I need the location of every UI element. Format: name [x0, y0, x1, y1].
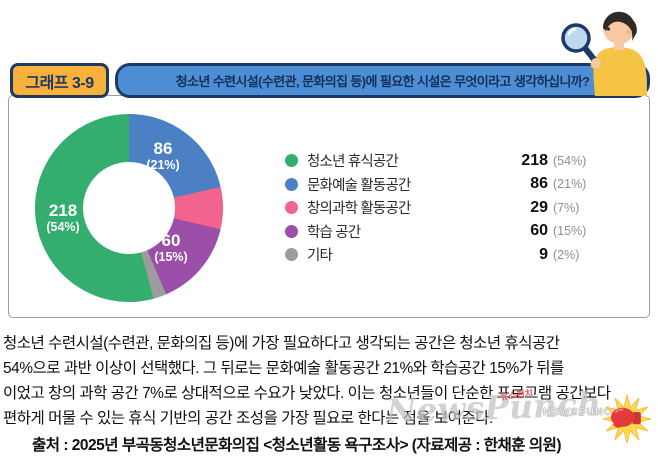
legend-dot-purple [285, 224, 298, 238]
slice-percent: (21%) [146, 158, 180, 172]
legend-row: 창의과학 활동공간 29 (7%) [285, 196, 599, 220]
legend-label: 문화예술 활동공간 [307, 177, 411, 194]
person-with-magnifying-glass-illustration [561, 11, 647, 96]
ear-shape [626, 29, 632, 35]
lens-highlight [567, 27, 577, 36]
legend-value: 86 [530, 175, 548, 193]
summary-paragraph: 청소년 수련시설(수련관, 문화의집 등)에 가장 필요하다고 생각되는 공간은… [3, 331, 656, 431]
slice-percent: (15%) [154, 250, 188, 264]
newspunch-logo-text: NEWSPUNCH [543, 406, 621, 419]
torso-shape [593, 47, 647, 96]
legend-row: 문화예술 활동공간 86 (21%) [285, 173, 599, 197]
legend-row: 청소년 휴식공간 218 (54%) [285, 149, 599, 173]
punch-fist-icon [602, 394, 652, 444]
summary-line: 54%으로 과반 이상이 선택했다. 그 뒤로는 문화예술 활동공간 21%와 … [3, 360, 564, 377]
legend-percent: (2%) [553, 247, 580, 262]
chart-panel: 218 (54%) 86 (21%) 60 (15%) 청소년 휴식공간 218… [8, 95, 650, 318]
hair-shape [602, 11, 637, 41]
legend-value: 60 [530, 222, 548, 240]
glove-shine [614, 408, 624, 413]
legend-dot-blue [285, 177, 298, 191]
legend-percent: (21%) [553, 177, 587, 192]
legend-label: 기타 [307, 248, 333, 265]
legend-label: 청소년 휴식공간 [307, 154, 399, 171]
slice-percent: (54%) [46, 220, 80, 234]
slice-label-culture-arts: 86 (21%) [123, 139, 203, 173]
summary-line: 이었고 창의 과학 공간 7%로 상대적으로 수요가 낮았다. 이는 청소년들이… [3, 385, 611, 402]
donut-chart: 218 (54%) 86 (21%) 60 (15%) [35, 114, 223, 302]
hand-shape [591, 58, 601, 68]
legend-dot-gray [285, 248, 298, 262]
legend-label: 학습 공간 [307, 224, 361, 241]
donut-hole [83, 162, 175, 254]
chart-title: 청소년 수련시설(수련관, 문화의집 등)에 필요한 시설은 무엇이라고 생각하… [115, 63, 650, 98]
legend-row: 학습 공간 60 (15%) [285, 220, 599, 244]
legend-dot-pink [285, 201, 298, 215]
legend-value: 29 [530, 198, 548, 216]
legend-label: 창의과학 활동공간 [307, 201, 411, 218]
chart-header: 그래프 3-9 청소년 수련시설(수련관, 문화의집 등)에 필요한 시설은 무… [10, 63, 650, 98]
glove-wrist-shape [632, 412, 641, 425]
glove-thumb-shape [613, 420, 624, 428]
slice-value: 60 [161, 231, 181, 250]
legend-value: 9 [539, 245, 548, 263]
legend-percent: (54%) [553, 153, 587, 168]
chart-legend: 청소년 휴식공간 218 (54%) 문화예술 활동공간 86 (21%) 창의… [285, 149, 599, 267]
source-line: 출처 : 2025년 부곡동청소년문화의집 <청소년활동 욕구조사> (자료제공… [32, 437, 562, 454]
slice-label-rest-space: 218 (54%) [23, 201, 103, 235]
legend-percent: (15%) [553, 224, 587, 239]
legend-value: 218 [521, 151, 548, 169]
summary-line: 편하게 머물 수 있는 휴식 기반의 공간 조성을 가장 필요로 한다는 점을 … [3, 410, 493, 427]
slice-value: 218 [48, 201, 78, 220]
slice-label-study-space: 60 (15%) [131, 231, 211, 265]
neck-shape [614, 40, 624, 50]
legend-dot-green [285, 154, 298, 168]
slice-value: 86 [153, 139, 173, 158]
eye-dot [606, 27, 611, 31]
legend-percent: (7%) [553, 200, 580, 215]
graph-number-badge: 그래프 3-9 [10, 63, 109, 98]
summary-line: 청소년 수련시설(수련관, 문화의집 등)에 가장 필요하다고 생각되는 공간은… [3, 335, 560, 352]
legend-row: 기타 9 (2%) [285, 243, 599, 267]
